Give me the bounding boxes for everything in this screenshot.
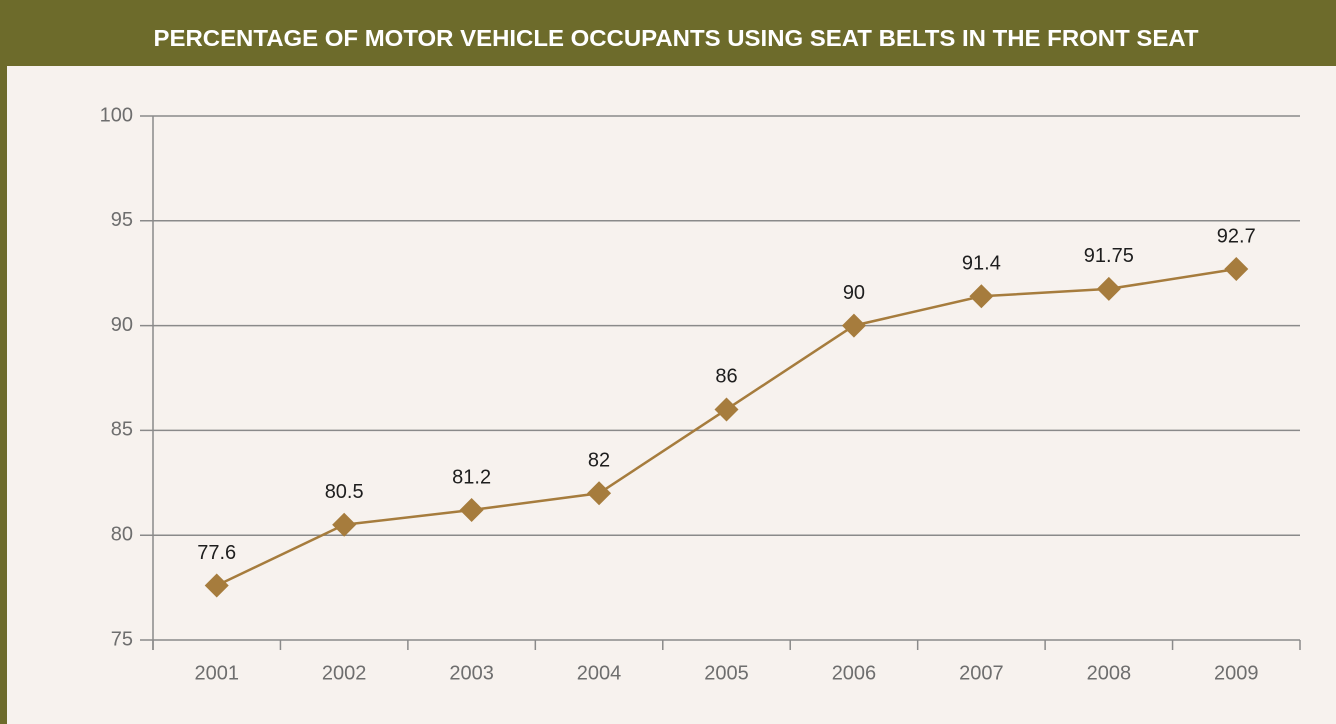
marker	[1224, 257, 1249, 282]
data-label: 91.4	[962, 253, 1001, 275]
x-tick-label: 2003	[449, 662, 494, 684]
x-tick-label: 2001	[194, 662, 239, 684]
marker	[459, 498, 484, 523]
data-label: 90	[843, 282, 865, 304]
y-tick-label: 100	[100, 104, 133, 126]
x-tick-label: 2005	[704, 662, 749, 684]
y-tick-label: 85	[111, 419, 133, 441]
y-tick-label: 80	[111, 523, 133, 545]
x-tick-label: 2004	[577, 662, 622, 684]
y-tick-label: 75	[111, 628, 133, 650]
x-tick-label: 2007	[959, 662, 1004, 684]
x-tick-label: 2008	[1087, 662, 1132, 684]
chart-title: PERCENTAGE OF MOTOR VEHICLE OCCUPANTS US…	[154, 25, 1199, 51]
marker	[332, 512, 357, 537]
y-tick-label: 90	[111, 314, 133, 336]
marker	[587, 481, 612, 506]
data-label: 81.2	[452, 466, 491, 488]
x-tick-label: 2009	[1214, 662, 1259, 684]
marker	[841, 313, 866, 338]
x-tick-label: 2002	[322, 662, 367, 684]
data-label: 92.7	[1217, 225, 1256, 247]
data-label: 77.6	[197, 542, 236, 564]
left-border	[0, 0, 7, 724]
data-label: 80.5	[325, 481, 364, 503]
marker	[1096, 276, 1121, 301]
marker	[204, 573, 229, 598]
data-label: 91.75	[1084, 245, 1134, 267]
x-tick-label: 2006	[832, 662, 877, 684]
marker	[969, 284, 994, 309]
marker	[714, 397, 739, 422]
y-tick-label: 95	[111, 209, 133, 231]
data-label: 82	[588, 450, 610, 472]
header-band	[0, 0, 1336, 66]
data-label: 86	[715, 366, 737, 388]
